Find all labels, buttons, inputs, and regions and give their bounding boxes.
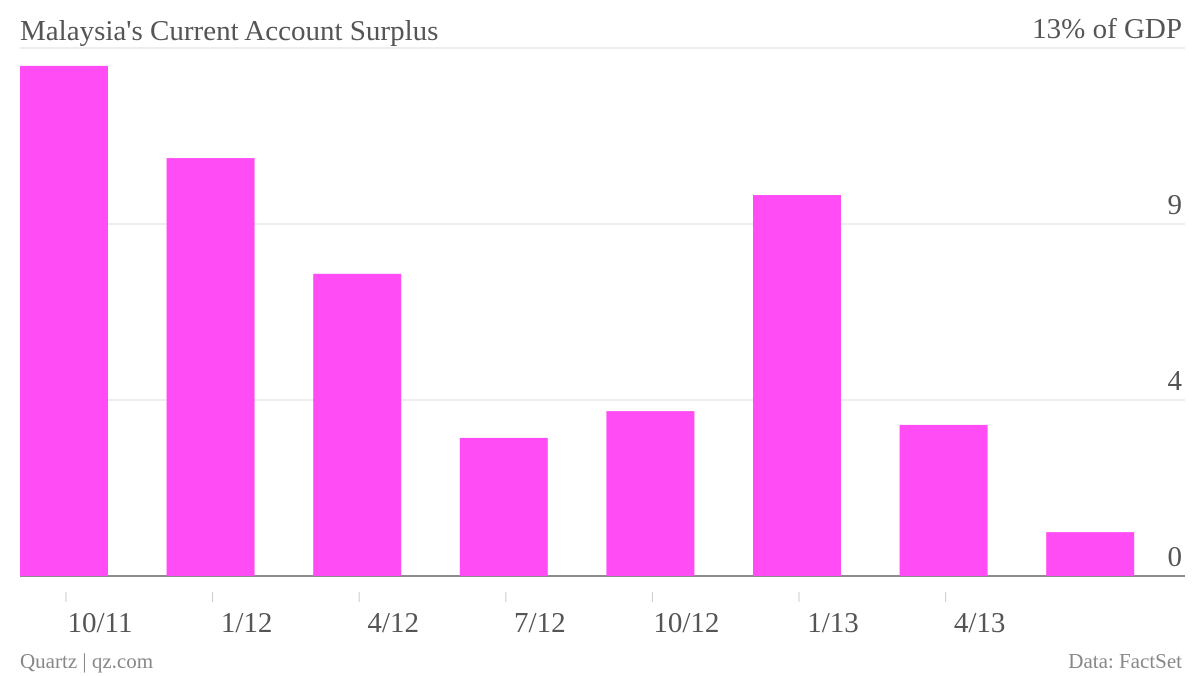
bar <box>899 424 988 576</box>
chart-title: Malaysia's Current Account Surplus <box>20 15 438 47</box>
bar <box>753 195 841 576</box>
bar <box>20 65 108 577</box>
x-tick-label: 10/11 <box>68 607 133 639</box>
bar <box>166 158 255 576</box>
x-tick-label: 1/12 <box>221 607 273 639</box>
x-tick-label: 1/13 <box>807 607 859 639</box>
bar <box>313 273 402 576</box>
credit: Quartz | qz.com <box>20 649 153 673</box>
y-tick-label: 9 <box>1168 189 1183 221</box>
bar <box>1046 532 1135 576</box>
bar <box>459 437 548 576</box>
x-tick-label: 10/12 <box>653 607 719 639</box>
source: Data: FactSet <box>1068 649 1182 673</box>
y-tick-label: 13% of GDP <box>1032 13 1182 45</box>
y-tick-label: 4 <box>1168 365 1183 397</box>
x-tick-label: 7/12 <box>514 607 566 639</box>
bar <box>606 411 695 576</box>
x-tick-label: 4/12 <box>367 607 419 639</box>
x-tick-label: 4/13 <box>954 607 1006 639</box>
y-tick-label: 0 <box>1168 541 1183 573</box>
